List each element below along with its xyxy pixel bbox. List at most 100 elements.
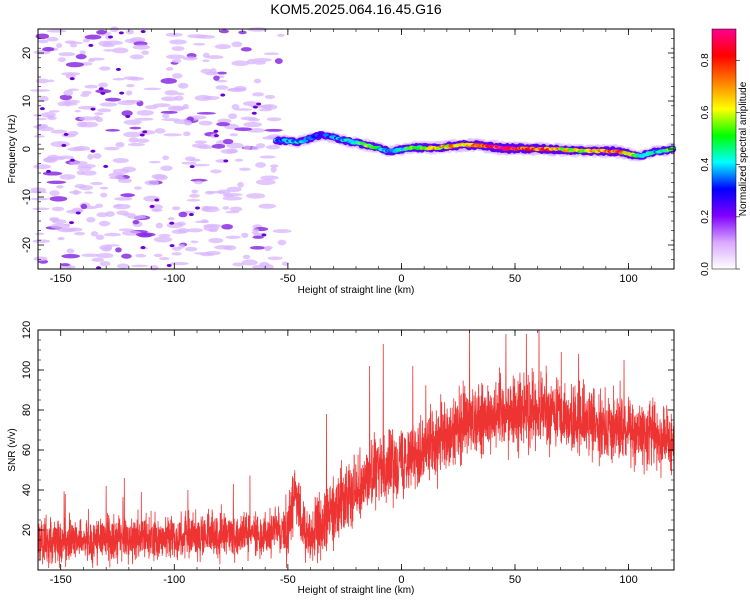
noise-blob [229, 206, 243, 212]
noise-core [169, 221, 175, 225]
snr-y-ticks: 20 40 60 80 100 120 [21, 321, 674, 571]
noise-blob [243, 121, 263, 128]
noise-blob [149, 264, 159, 271]
noise-blob [174, 95, 184, 101]
spectrogram-y-label: Frequency (Hz) [7, 115, 18, 184]
noise-blob [98, 40, 112, 47]
noise-blob [79, 121, 99, 128]
noise-blob [82, 38, 90, 43]
colorbar-tick-label: 0.8 [700, 53, 711, 67]
noise-blob [58, 155, 74, 160]
noise-blob [103, 49, 115, 52]
noise-blob [96, 253, 114, 259]
noise-blob [165, 67, 174, 71]
noise-blob [121, 253, 132, 259]
x-tick-label: 50 [509, 574, 521, 586]
noise-blob [32, 207, 50, 211]
noise-core [75, 211, 81, 215]
y-tick-label: 120 [21, 321, 33, 339]
noise-blob [81, 253, 100, 257]
noise-blob [87, 153, 94, 160]
noise-blob [96, 212, 109, 218]
noise-blob [132, 44, 150, 50]
noise-blob [258, 203, 277, 209]
noise-core [139, 133, 145, 137]
noise-blob [270, 164, 279, 168]
noise-core [195, 206, 201, 210]
noise-blob [127, 142, 145, 147]
noise-core [142, 130, 148, 134]
noise-blob [126, 29, 135, 35]
x-tick-label: -150 [50, 273, 72, 285]
noise-blob [202, 59, 210, 63]
noise-blob [123, 119, 143, 126]
noise-blob [233, 108, 253, 111]
noise-blob [123, 76, 139, 80]
noise-core [39, 107, 45, 111]
noise-blob [113, 197, 133, 201]
noise-blob [56, 185, 64, 189]
noise-blob [33, 256, 48, 262]
noise-blob [162, 155, 170, 161]
noise-blob [241, 232, 249, 239]
noise-blob [99, 261, 111, 267]
noise-blob [237, 181, 244, 188]
noise-blob [134, 186, 142, 190]
noise-blob [73, 231, 86, 236]
noise-blob [50, 141, 70, 148]
noise-blob [253, 78, 262, 84]
noise-blob [97, 108, 112, 113]
noise-blob [136, 109, 154, 116]
noise-blob [264, 245, 273, 250]
noise-blob [242, 254, 251, 260]
noise-blob [217, 118, 232, 124]
noise-blob [222, 196, 243, 201]
noise-blob [153, 253, 163, 258]
noise-core [149, 204, 155, 208]
colorbar: 0.0 0.2 0.4 0.6 0.8 Normalized spectral ampl… [700, 28, 749, 276]
noise-blob [262, 136, 276, 140]
x-tick-label: -150 [50, 574, 72, 586]
noise-blob [252, 92, 265, 97]
noise-blob [177, 82, 189, 89]
noise-blob [184, 246, 198, 252]
noise-blob [222, 206, 230, 210]
y-tick-label: 80 [21, 404, 33, 416]
x-tick-label: -100 [163, 574, 185, 586]
noise-blob [79, 50, 86, 55]
noise-blob [219, 29, 229, 34]
noise-blob [61, 228, 77, 232]
chart-title: KOM5.2025.064.16.45.G16 [270, 1, 441, 17]
noise-blob [84, 84, 98, 89]
noise-blob [132, 219, 140, 225]
noise-blob [226, 88, 240, 91]
noise-blob [65, 62, 84, 68]
noise-core [115, 67, 121, 71]
noise-blob [216, 122, 231, 127]
noise-blob [112, 157, 129, 164]
noise-core [125, 114, 131, 118]
noise-blob [190, 240, 199, 244]
noise-blob [48, 110, 60, 113]
noise-blob [198, 120, 213, 126]
noise-blob [213, 75, 220, 81]
noise-blob [191, 143, 209, 148]
x-tick-label: -50 [280, 574, 296, 586]
noise-blob [112, 168, 130, 174]
noise-blob [164, 90, 179, 96]
noise-core [166, 263, 172, 267]
noise-blob [81, 170, 97, 176]
noise-core [220, 93, 226, 97]
noise-core [118, 31, 124, 35]
noise-blob [144, 105, 159, 110]
ridge-core [669, 146, 676, 150]
noise-blob [260, 175, 279, 180]
noise-blob [32, 239, 51, 244]
noise-blob [220, 148, 238, 154]
noise-blob [266, 117, 282, 122]
y-tick-label: 20 [21, 524, 33, 536]
x-tick-label: 0 [398, 574, 404, 586]
noise-blob [33, 164, 51, 170]
noise-blob [117, 178, 133, 184]
